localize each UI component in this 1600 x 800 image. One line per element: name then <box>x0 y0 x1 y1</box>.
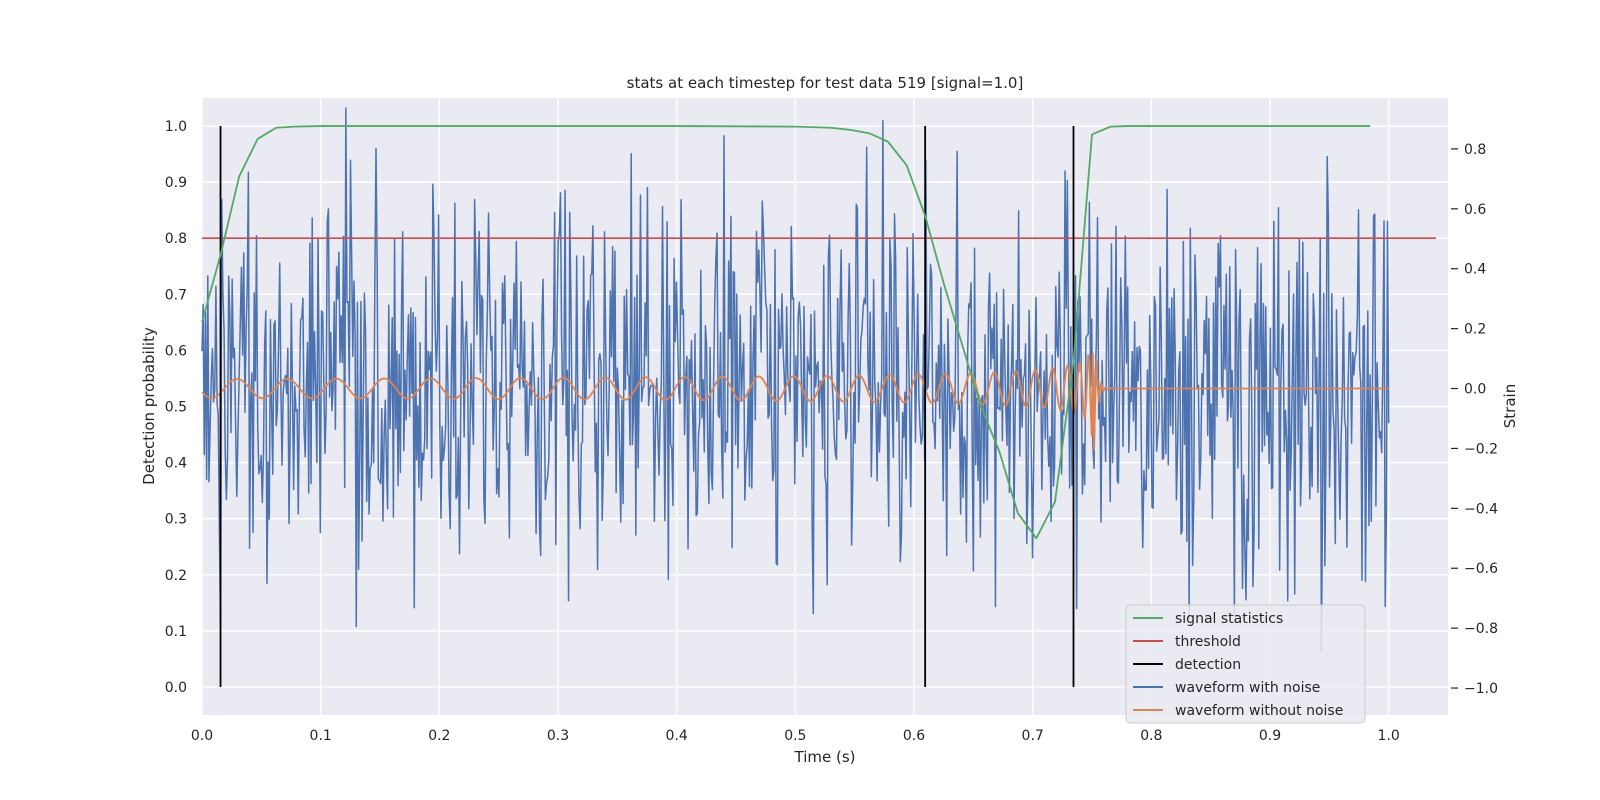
waveform-with-noise-layer <box>201 107 1390 653</box>
y2-tick-label-2: −0.6 <box>1464 561 1498 577</box>
legend-label-detection: detection <box>1175 657 1241 673</box>
y2-tick-label-8: 0.6 <box>1464 202 1486 218</box>
x-tick-label-5: 0.5 <box>784 728 806 744</box>
legend: signal statistics threshold detection wa… <box>1125 604 1366 724</box>
chart-title: stats at each timestep for test data 519… <box>627 74 1024 92</box>
legend-label-waveform-with-noise: waveform with noise <box>1175 680 1320 696</box>
x-tick-label-10: 1.0 <box>1378 728 1400 744</box>
y2-tick-label-3: −0.4 <box>1464 501 1498 517</box>
y-tick-label-1: 0.1 <box>165 624 187 640</box>
y-tick-label-3: 0.3 <box>165 512 187 528</box>
x-axis-label: Time (s) <box>794 748 856 766</box>
waveform-without-noise-layer <box>201 352 1389 451</box>
y2-tick-label-9: 0.8 <box>1464 142 1486 158</box>
y-axis-ticks: 0.0 0.1 0.2 0.3 0.4 0.5 0.6 0.7 0.8 0.9 1.0 <box>165 119 187 696</box>
y2-tick-label-1: −0.8 <box>1464 621 1498 637</box>
y-tick-label-6: 0.6 <box>165 343 187 359</box>
legend-box <box>1125 604 1366 724</box>
legend-label-threshold: threshold <box>1175 634 1241 650</box>
x-tick-label-6: 0.6 <box>903 728 925 744</box>
y-tick-label-8: 0.8 <box>165 231 187 247</box>
y2-axis-ticks: −1.0 −0.8 −0.6 −0.4 −0.2 0.0 0.2 0.4 0.6 0.8 <box>1451 142 1498 697</box>
y-tick-label-10: 1.0 <box>165 119 187 135</box>
y2-tick-label-0: −1.0 <box>1464 681 1498 697</box>
x-tick-label-7: 0.7 <box>1022 728 1044 744</box>
series-waveform-without-noise <box>201 352 1389 451</box>
y-tick-label-9: 0.9 <box>165 175 187 191</box>
y2-tick-label-4: −0.2 <box>1464 441 1498 457</box>
x-tick-label-1: 0.1 <box>310 728 332 744</box>
x-tick-label-9: 0.9 <box>1259 728 1281 744</box>
y-tick-label-0: 0.0 <box>165 680 187 696</box>
legend-label-signal-statistics: signal statistics <box>1175 611 1283 627</box>
signal-statistics-layer <box>201 125 1371 540</box>
y2-tick-label-7: 0.4 <box>1464 262 1486 278</box>
series-signal-statistics <box>201 125 1371 540</box>
x-tick-label-0: 0.0 <box>191 728 213 744</box>
legend-label-waveform-without-noise: waveform without noise <box>1175 703 1343 719</box>
x-tick-label-2: 0.2 <box>428 728 450 744</box>
detection-layer <box>219 126 1075 687</box>
y-tick-label-7: 0.7 <box>165 287 187 303</box>
series-waveform-with-noise <box>201 107 1390 653</box>
y2-tick-label-5: 0.0 <box>1464 382 1486 398</box>
y2-axis-label: Strain <box>1501 384 1519 428</box>
x-tick-label-4: 0.4 <box>666 728 688 744</box>
y-tick-label-2: 0.2 <box>165 568 187 584</box>
x-tick-label-3: 0.3 <box>547 728 569 744</box>
y-tick-label-5: 0.5 <box>165 400 187 416</box>
y2-tick-label-6: 0.2 <box>1464 322 1486 338</box>
x-tick-label-8: 0.8 <box>1140 728 1162 744</box>
y-axis-label: Detection probability <box>140 327 158 485</box>
x-axis-ticks: 0.0 0.1 0.2 0.3 0.4 0.5 0.6 0.7 0.8 0.9 1.0 <box>191 728 1400 744</box>
y-tick-label-4: 0.4 <box>165 456 187 472</box>
